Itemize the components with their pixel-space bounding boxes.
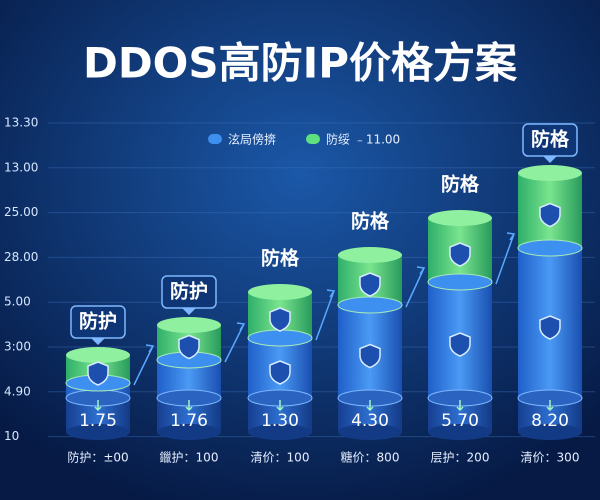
shield-icon: [539, 202, 561, 228]
down-arrow: [185, 400, 193, 412]
column-bottom: [66, 424, 130, 440]
column-bottom: [157, 424, 221, 440]
y-axis-label: 3:00: [4, 340, 31, 354]
column-value: 4.30: [351, 411, 389, 431]
y-axis-label: 13.00: [4, 160, 38, 174]
column-bottom: [338, 424, 402, 440]
column-category: 清价：300: [521, 451, 580, 465]
badge-pointer: [91, 338, 105, 345]
shield-icon: [539, 315, 561, 340]
column-top: [66, 347, 130, 363]
column-split: [517, 239, 583, 257]
column-split: [247, 329, 313, 347]
legend: 泫局傍捹 防绥 ﹣11.00: [208, 132, 400, 147]
connector-arrow: [495, 232, 516, 285]
badge-label: 防护: [170, 280, 208, 303]
title: DDOS高防IP价格方案: [83, 39, 518, 88]
badge-label: 防格: [441, 173, 480, 196]
column-top: [157, 317, 221, 333]
column-bottom: [248, 424, 312, 440]
badge-label: 防格: [261, 247, 300, 270]
column-top: [248, 284, 312, 300]
legend-swatch: [306, 134, 320, 144]
column-category: 鑞护：100: [160, 450, 219, 465]
connector-arrow: [315, 289, 336, 341]
legend-swatch: [208, 134, 222, 144]
y-axis-label: 5.00: [4, 295, 31, 309]
connector-arrow: [133, 344, 155, 386]
column-category: 清价：100: [251, 451, 310, 465]
shield-icon: [269, 360, 291, 385]
shield-icon: [359, 272, 381, 297]
column-value: 1.30: [261, 411, 299, 431]
connector-arrow: [405, 266, 426, 308]
column-category: 层护：200: [431, 451, 490, 465]
badge-pointer: [543, 156, 557, 163]
shield-icon: [178, 334, 200, 360]
y-axis-label: 25.00: [4, 205, 38, 219]
y-axis-label: 4.90: [4, 384, 31, 398]
column-value: 8.20: [531, 411, 569, 431]
down-arrow: [456, 400, 464, 412]
column-split: [427, 273, 493, 291]
shield-icon: [269, 307, 291, 332]
column-top: [518, 165, 582, 181]
column-split: [337, 296, 403, 314]
badge-pointer: [182, 308, 196, 315]
down-arrow: [366, 400, 374, 412]
column-category: 糖价：800: [341, 450, 400, 465]
connector-arrow: [224, 322, 246, 363]
shield-icon: [359, 343, 381, 369]
shield-icon: [87, 361, 109, 386]
y-axis-label: 28.00: [4, 250, 38, 264]
column-category: 防护：±00: [67, 450, 128, 465]
legend-label: 防绥 ﹣11.00: [326, 132, 400, 147]
column-value: 5.70: [441, 411, 479, 431]
down-arrow: [94, 400, 102, 412]
shield-icon: [449, 332, 471, 357]
y-axis-label: 13.30: [4, 116, 38, 130]
shield-icon: [449, 242, 471, 267]
column-value: 1.76: [170, 411, 208, 431]
column-top: [428, 210, 492, 226]
columns: 1.75 防护：±00 防护 1.76 鑞护：100 防护 1.30 清价：100 防格 4.30…: [65, 123, 583, 465]
column-bottom: [518, 424, 582, 440]
legend-label: 泫局傍捹: [228, 132, 276, 147]
column-value: 1.75: [79, 411, 117, 431]
badge-label: 防格: [531, 128, 570, 151]
column-bottom: [428, 424, 492, 440]
column-top: [338, 247, 402, 263]
y-axis-label: 10: [4, 429, 19, 443]
down-arrow: [276, 400, 284, 412]
badge-label: 防格: [351, 210, 390, 233]
y-axis: 13.30 13.00 25.00 28.00 5.00 3:00 4.90 10: [4, 116, 595, 443]
badge-label: 防护: [79, 310, 117, 333]
down-arrow: [546, 400, 554, 412]
